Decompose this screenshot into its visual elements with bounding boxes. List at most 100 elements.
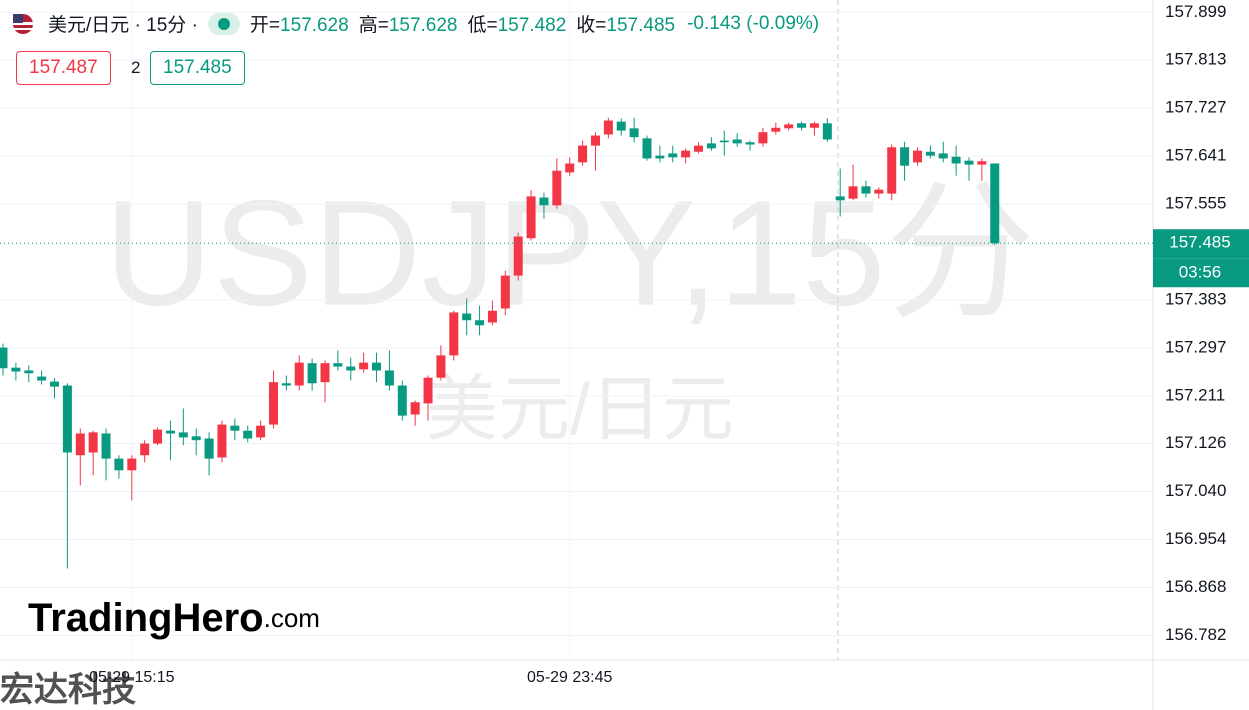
candle-body xyxy=(668,153,678,158)
overlay: 157.485 03:56 xyxy=(0,229,1249,288)
logo: TradingHero.com xyxy=(28,596,320,640)
candle-body xyxy=(294,362,304,386)
candle-body xyxy=(0,347,8,369)
candle-body xyxy=(874,189,884,194)
candle-body xyxy=(552,170,562,206)
spread: 2 xyxy=(131,58,141,77)
candle-body xyxy=(449,312,459,356)
logo-suffix: .com xyxy=(264,603,320,633)
candle-body xyxy=(745,142,755,145)
candle-body xyxy=(359,362,369,370)
candle-body xyxy=(307,363,317,384)
grid xyxy=(0,0,1153,660)
candle-body xyxy=(37,376,47,381)
ohlc-label: 收= xyxy=(576,15,607,36)
candle-body xyxy=(655,155,665,159)
candle-body xyxy=(436,355,446,378)
logo-name: TradingHero xyxy=(28,596,264,640)
candle-body xyxy=(797,123,807,128)
ask-button[interactable]: 157.485 xyxy=(150,51,245,85)
candle-body xyxy=(912,150,922,163)
candle-body xyxy=(397,385,407,416)
ohlc-item: 开=157.628 xyxy=(250,10,349,37)
change: -0.143 (-0.09%) xyxy=(687,12,820,34)
candle-body xyxy=(11,367,21,372)
ohlc-value: 157.628 xyxy=(388,15,458,36)
candle-body xyxy=(500,275,510,309)
candle-body xyxy=(513,236,523,276)
candle-body xyxy=(281,383,291,386)
ohlc-value: 157.482 xyxy=(497,15,567,36)
candle-body xyxy=(964,160,974,165)
candle-body xyxy=(62,385,72,453)
candle-body xyxy=(127,458,137,471)
candle-body xyxy=(861,186,871,194)
candle-body xyxy=(629,128,639,138)
candle-body xyxy=(642,138,652,159)
y-tick-label: 156.782 xyxy=(1165,625,1226,644)
candle-body xyxy=(758,132,768,144)
x-tick-label: 05-29 15:15 xyxy=(89,669,175,686)
y-tick-label: 157.555 xyxy=(1165,194,1226,213)
candle-body xyxy=(681,150,691,158)
bid-button[interactable]: 157.487 xyxy=(16,51,111,85)
candle-body xyxy=(539,197,549,206)
candle-body xyxy=(88,432,98,453)
ohlc: 开=157.628 高=157.628 低=157.482 收=157.485 xyxy=(250,10,675,37)
candle-body xyxy=(101,433,111,459)
candle-body xyxy=(822,123,832,140)
ohlc-item: 低=157.482 xyxy=(468,10,567,37)
candle-body xyxy=(990,163,1000,244)
candle-body xyxy=(616,121,626,131)
candle-body xyxy=(75,433,85,456)
candle-body xyxy=(590,135,600,146)
ohlc-label: 高= xyxy=(358,15,389,36)
candle-body xyxy=(900,147,910,166)
candle-body xyxy=(565,163,575,173)
candle-body xyxy=(719,140,729,143)
candle-body xyxy=(848,186,858,199)
y-tick-label: 157.211 xyxy=(1165,386,1225,405)
candle-body xyxy=(372,362,382,371)
y-tick-label: 156.954 xyxy=(1165,529,1226,548)
candle-body xyxy=(887,147,897,194)
y-tick-label: 157.641 xyxy=(1165,146,1226,165)
candle-body xyxy=(706,143,716,149)
candles xyxy=(0,117,1000,569)
candle-body xyxy=(809,123,819,128)
ohlc-label: 低= xyxy=(467,15,498,36)
legend-header: 美元/日元 · 15分 · 开=157.628 高=157.628 低=157.48… xyxy=(12,10,819,37)
y-tick-label: 156.868 xyxy=(1165,577,1226,596)
candle-body xyxy=(384,370,394,386)
candle-body xyxy=(603,120,613,135)
candle-body xyxy=(165,430,175,434)
symbol[interactable]: 美元/日元 · 15分 · xyxy=(48,15,198,36)
candle-body xyxy=(24,370,34,374)
ohlc-value: 157.628 xyxy=(280,15,349,36)
candle-body xyxy=(423,377,433,404)
candle-body xyxy=(217,424,227,458)
candle-body xyxy=(732,139,742,144)
y-tick-label: 157.813 xyxy=(1165,50,1226,69)
candle-body xyxy=(526,196,536,239)
candle-body xyxy=(487,310,497,323)
y-tick-label: 157.383 xyxy=(1165,290,1226,309)
candle-body xyxy=(114,458,124,471)
candle-body xyxy=(333,363,343,367)
candle-body xyxy=(50,381,60,387)
y-tick-label: 157.297 xyxy=(1165,338,1226,357)
watermark-name: 美元/日元 xyxy=(426,370,734,450)
candle-body xyxy=(243,430,253,439)
y-tick-label: 157.899 xyxy=(1165,2,1226,21)
candle-body xyxy=(938,153,948,159)
candle-body xyxy=(320,363,330,383)
corner-text: 宏达科技 xyxy=(0,670,136,709)
candle-body xyxy=(784,124,794,129)
candle-body xyxy=(578,145,588,163)
ohlc-value: 157.485 xyxy=(606,15,676,36)
ohlc-item: 收=157.485 xyxy=(576,10,675,37)
countdown-tag xyxy=(1153,258,1249,288)
candle-body xyxy=(475,320,485,326)
candle-body xyxy=(410,402,420,415)
